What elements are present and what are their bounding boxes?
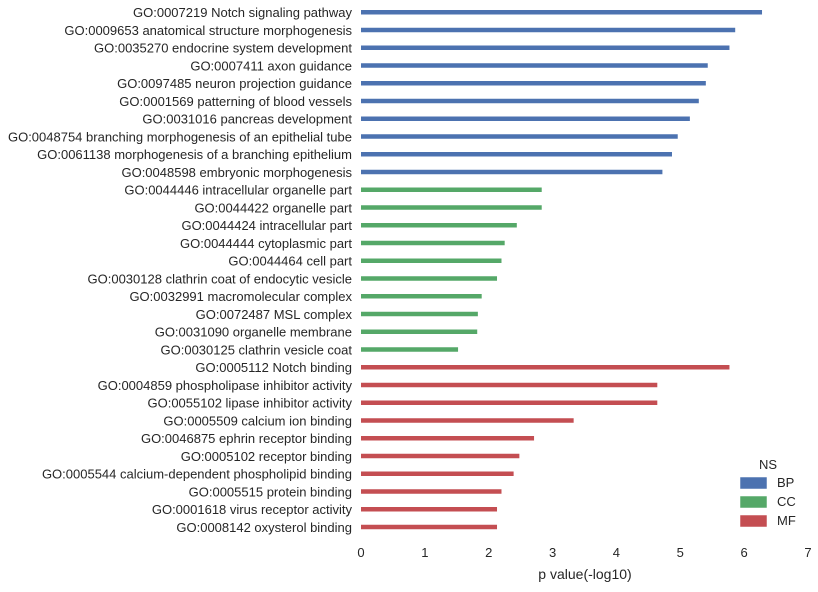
category-label: GO:0030128 clathrin coat of endocytic ve… bbox=[88, 271, 352, 286]
x-tick-label: 4 bbox=[613, 545, 620, 560]
bar-bp bbox=[361, 98, 699, 104]
x-tick-label: 1 bbox=[421, 545, 428, 560]
bar-cc bbox=[361, 294, 482, 299]
bar-bp bbox=[361, 27, 736, 33]
bar-bp bbox=[361, 169, 663, 175]
legend-swatch-mf bbox=[739, 514, 768, 528]
category-label: GO:0001618 virus receptor activity bbox=[152, 502, 353, 517]
category-label: GO:0030125 clathrin vesicle coat bbox=[161, 342, 353, 357]
bars-group bbox=[361, 10, 763, 530]
category-label: GO:0005509 calcium ion binding bbox=[163, 413, 352, 428]
bar-mf bbox=[361, 453, 520, 459]
category-label: GO:0005112 Notch binding bbox=[195, 360, 352, 375]
bar-cc bbox=[361, 258, 502, 263]
category-label: GO:0044464 cell part bbox=[228, 254, 352, 269]
category-label: GO:0097485 neuron projection guidance bbox=[117, 76, 352, 91]
x-tick-label: 7 bbox=[804, 545, 811, 560]
bar-cc bbox=[361, 205, 542, 210]
bar-mf bbox=[361, 436, 535, 441]
bar-bp bbox=[361, 81, 706, 86]
bar-cc bbox=[361, 347, 459, 352]
category-label: GO:0001569 patterning of blood vessels bbox=[119, 94, 352, 109]
bar-bp bbox=[361, 45, 730, 50]
x-tick-label: 2 bbox=[485, 545, 492, 560]
bar-bp bbox=[361, 152, 672, 157]
legend: NS BP CC MF bbox=[739, 457, 796, 528]
legend-swatch-bp bbox=[739, 476, 768, 490]
bar-bp bbox=[361, 134, 678, 139]
x-axis: 0 1 2 3 4 5 6 7 bbox=[357, 545, 811, 560]
x-tick-label: 6 bbox=[741, 545, 748, 560]
category-label: GO:0048754 branching morphogenesis of an… bbox=[8, 129, 352, 144]
category-label: GO:0044424 intracellular part bbox=[181, 218, 352, 233]
legend-label-mf: MF bbox=[777, 513, 796, 528]
legend-label-cc: CC bbox=[777, 494, 796, 509]
bar-cc bbox=[361, 311, 478, 317]
category-label: GO:0061138 morphogenesis of a branching … bbox=[37, 147, 352, 162]
bar-mf bbox=[361, 471, 514, 476]
bar-cc bbox=[361, 240, 505, 246]
bar-mf bbox=[361, 418, 574, 423]
category-label: GO:0005515 protein binding bbox=[189, 484, 352, 499]
category-label: GO:0072487 MSL complex bbox=[196, 307, 353, 322]
bar-mf bbox=[361, 489, 502, 494]
legend-title: NS bbox=[759, 457, 777, 472]
bar-mf bbox=[361, 524, 498, 530]
bar-bp bbox=[361, 63, 708, 68]
bar-mf bbox=[361, 400, 658, 405]
category-label: GO:0035270 endocrine system development bbox=[94, 41, 352, 56]
legend-swatch-cc bbox=[739, 495, 768, 509]
bar-mf bbox=[361, 365, 730, 370]
category-label: GO:0031016 pancreas development bbox=[142, 112, 352, 127]
category-label: GO:0044422 organelle part bbox=[194, 200, 352, 215]
category-label: GO:0044446 intracellular organelle part bbox=[124, 183, 352, 198]
category-label: GO:0004859 phospholipase inhibitor activ… bbox=[98, 378, 353, 393]
category-label: GO:0008142 oxysterol binding bbox=[176, 520, 352, 535]
category-label: GO:0009653 anatomical structure morphoge… bbox=[64, 23, 352, 38]
category-label: GO:0007411 axon guidance bbox=[190, 58, 352, 73]
bar-cc bbox=[361, 276, 498, 281]
category-label: GO:0005102 receptor binding bbox=[181, 449, 352, 464]
bar-bp bbox=[361, 116, 690, 121]
category-label: GO:0007219 Notch signaling pathway bbox=[133, 5, 352, 20]
bar-bp bbox=[361, 10, 763, 15]
x-axis-label: p value(-log10) bbox=[538, 566, 631, 582]
bar-cc bbox=[361, 223, 517, 228]
bar-mf bbox=[361, 507, 498, 512]
legend-label-bp: BP bbox=[777, 475, 794, 490]
category-label: GO:0031090 organelle membrane bbox=[155, 325, 352, 340]
category-label: GO:0005544 calcium-dependent phospholipi… bbox=[42, 467, 352, 482]
x-tick-label: 5 bbox=[677, 545, 684, 560]
category-labels: GO:0007219 Notch signaling pathway GO:000… bbox=[8, 5, 353, 535]
category-label: GO:0032991 macromolecular complex bbox=[129, 289, 352, 304]
category-label: GO:0044444 cytoplasmic part bbox=[180, 236, 352, 251]
bar-cc bbox=[361, 187, 542, 192]
category-label: GO:0055102 lipase inhibitor activity bbox=[147, 396, 352, 411]
category-label: GO:0048598 embryonic morphogenesis bbox=[121, 165, 352, 180]
x-tick-label: 0 bbox=[357, 545, 364, 560]
bar-mf bbox=[361, 382, 658, 388]
x-tick-label: 3 bbox=[549, 545, 556, 560]
bar-cc bbox=[361, 329, 478, 334]
category-label: GO:0046875 ephrin receptor binding bbox=[141, 431, 352, 446]
